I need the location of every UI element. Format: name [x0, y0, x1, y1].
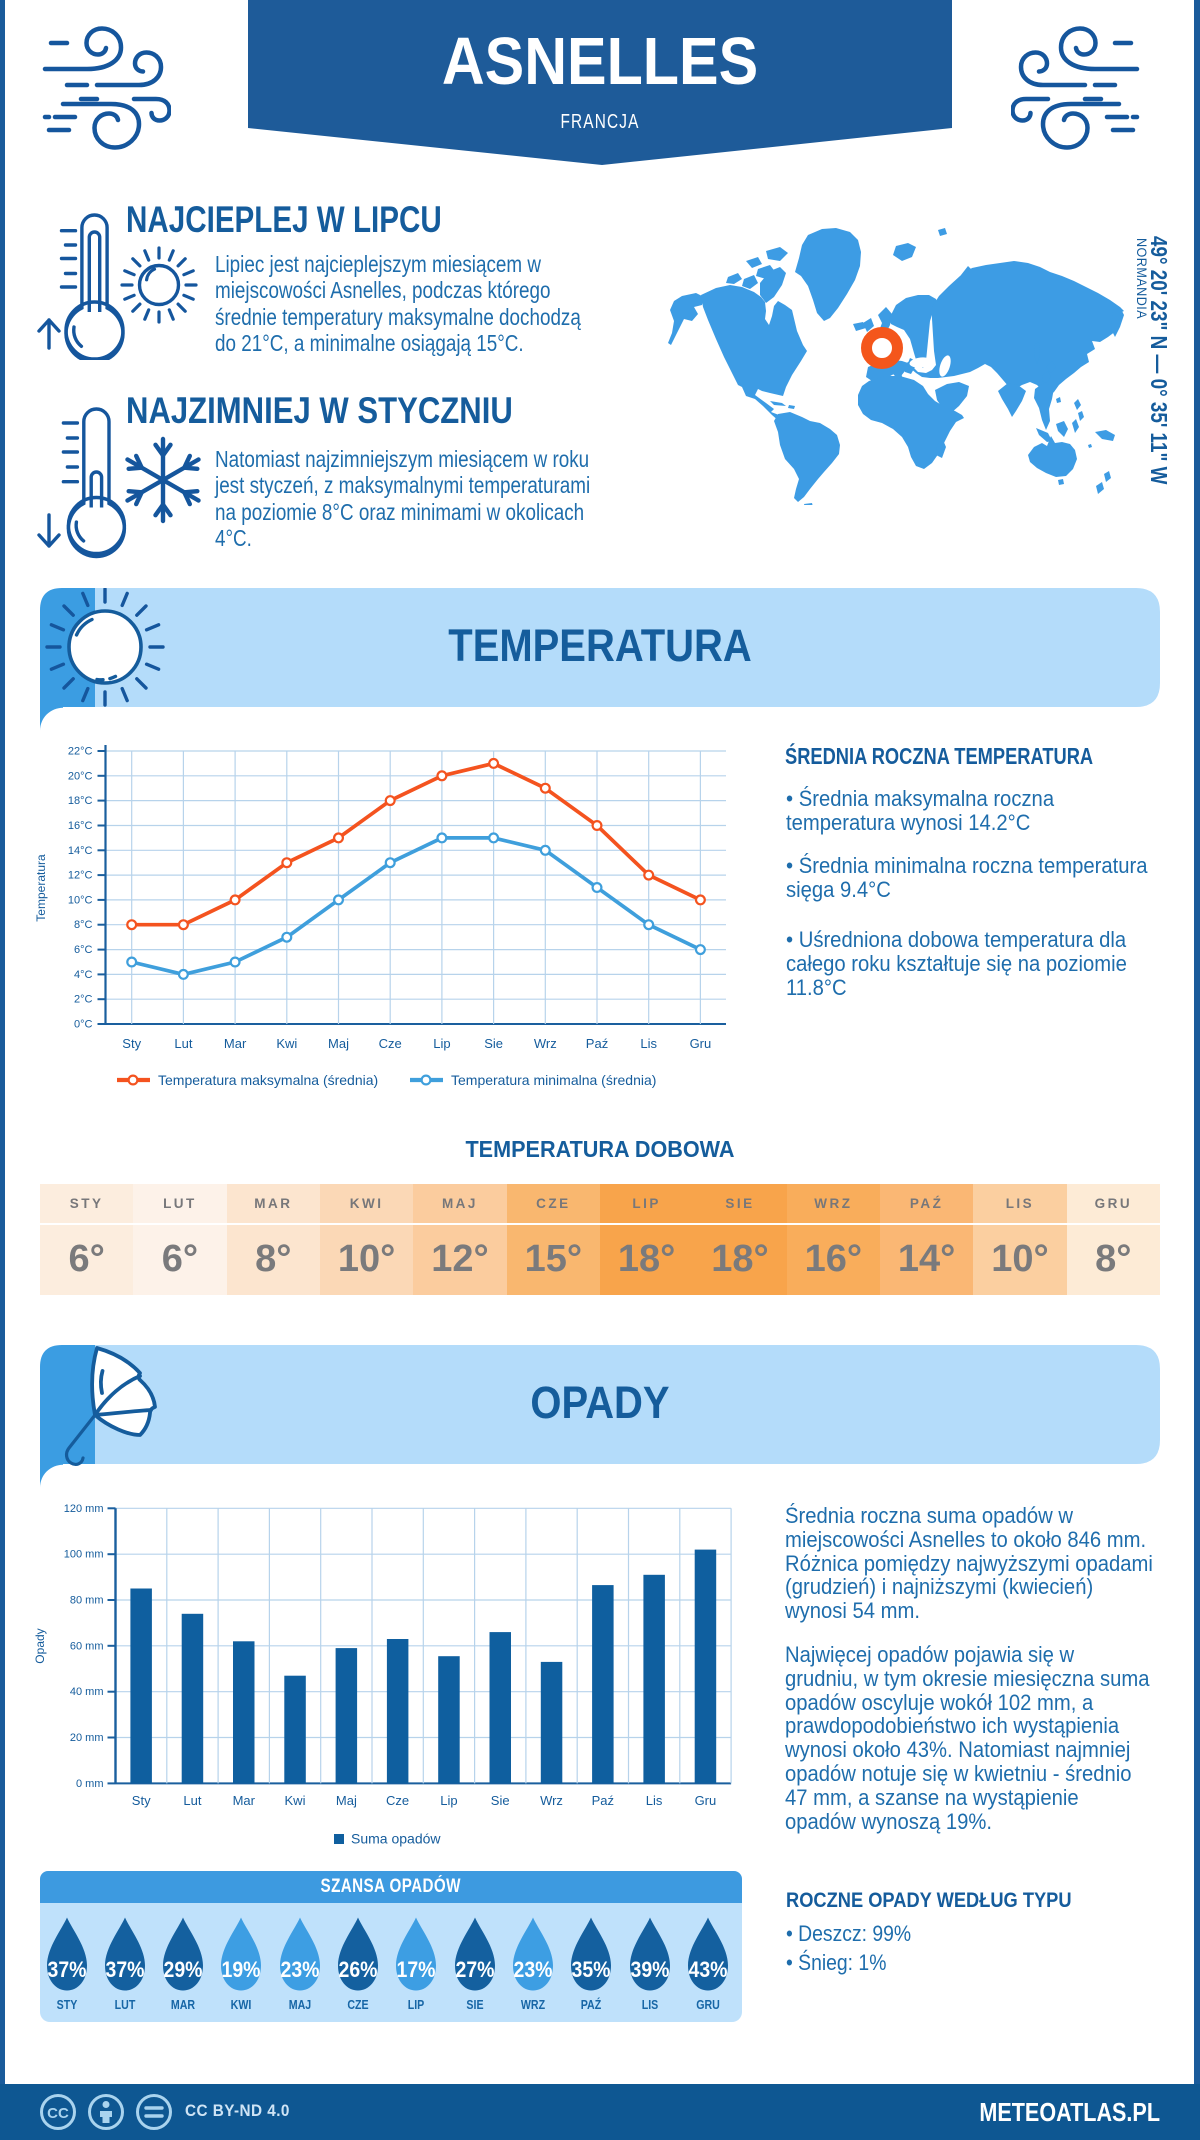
svg-text:Lip: Lip [433, 1036, 450, 1051]
svg-text:29%: 29% [164, 1957, 203, 1982]
svg-text:Lip: Lip [440, 1793, 457, 1808]
svg-text:Lis: Lis [646, 1793, 663, 1808]
svg-text:Wrz: Wrz [540, 1793, 563, 1808]
svg-text:Opady: Opady [33, 1628, 47, 1663]
svg-text:Gru: Gru [695, 1793, 717, 1808]
svg-text:Sie: Sie [491, 1793, 510, 1808]
svg-text:Sie: Sie [484, 1036, 503, 1051]
svg-text:Suma opadów: Suma opadów [351, 1831, 441, 1847]
svg-text:Maj: Maj [336, 1793, 357, 1808]
svg-text:Temperatura: Temperatura [34, 854, 48, 922]
svg-text:26%: 26% [339, 1957, 378, 1982]
svg-text:39%: 39% [630, 1957, 669, 1982]
svg-text:14°C: 14°C [68, 845, 93, 857]
svg-text:Kwi: Kwi [285, 1793, 306, 1808]
svg-text:16°C: 16°C [68, 820, 93, 832]
svg-text:Cze: Cze [386, 1793, 409, 1808]
svg-text:35%: 35% [572, 1957, 611, 1982]
svg-text:Wrz: Wrz [534, 1036, 557, 1051]
svg-text:100 mm: 100 mm [64, 1549, 104, 1561]
svg-text:Paź: Paź [592, 1793, 614, 1808]
svg-text:20 mm: 20 mm [70, 1732, 104, 1744]
svg-text:4°C: 4°C [74, 969, 93, 981]
svg-text:40 mm: 40 mm [70, 1686, 104, 1698]
svg-text:120 mm: 120 mm [64, 1503, 104, 1515]
svg-text:12°C: 12°C [68, 870, 93, 882]
svg-text:Sty: Sty [122, 1036, 141, 1051]
svg-text:Maj: Maj [328, 1036, 349, 1051]
svg-text:Kwi: Kwi [276, 1036, 297, 1051]
svg-text:Paź: Paź [586, 1036, 608, 1051]
svg-text:Mar: Mar [233, 1793, 256, 1808]
svg-text:10°C: 10°C [68, 894, 93, 906]
svg-text:2°C: 2°C [74, 994, 93, 1006]
svg-text:18°C: 18°C [68, 795, 93, 807]
svg-text:CC: CC [47, 2105, 69, 2122]
svg-text:22°C: 22°C [68, 746, 93, 758]
svg-text:8°C: 8°C [74, 919, 93, 931]
svg-text:Lut: Lut [174, 1036, 192, 1051]
svg-text:Temperatura maksymalna (średni: Temperatura maksymalna (średnia) [158, 1072, 378, 1088]
svg-text:0°C: 0°C [74, 1019, 93, 1031]
svg-text:Lut: Lut [183, 1793, 201, 1808]
svg-text:Mar: Mar [224, 1036, 247, 1051]
svg-text:43%: 43% [688, 1957, 727, 1982]
svg-text:20°C: 20°C [68, 770, 93, 782]
svg-text:37%: 37% [47, 1957, 86, 1982]
svg-text:Temperatura minimalna (średnia: Temperatura minimalna (średnia) [451, 1072, 656, 1088]
svg-text:19%: 19% [222, 1957, 261, 1982]
svg-text:Cze: Cze [379, 1036, 402, 1051]
svg-text:Sty: Sty [132, 1793, 151, 1808]
svg-text:23%: 23% [513, 1957, 552, 1982]
svg-text:80 mm: 80 mm [70, 1595, 104, 1607]
svg-text:23%: 23% [280, 1957, 319, 1982]
svg-text:37%: 37% [105, 1957, 144, 1982]
svg-text:27%: 27% [455, 1957, 494, 1982]
svg-text:6°C: 6°C [74, 944, 93, 956]
svg-text:17%: 17% [397, 1957, 436, 1982]
svg-text:Lis: Lis [640, 1036, 657, 1051]
svg-text:0 mm: 0 mm [76, 1778, 104, 1790]
svg-text:60 mm: 60 mm [70, 1640, 104, 1652]
svg-text:Gru: Gru [690, 1036, 712, 1051]
